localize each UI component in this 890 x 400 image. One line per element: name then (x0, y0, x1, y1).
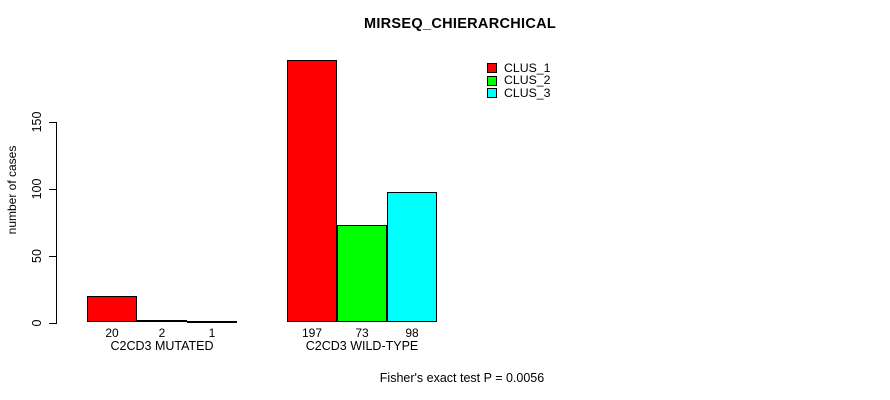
y-tick-mark (49, 322, 56, 324)
bar-clus_3-1 (187, 320, 237, 323)
legend-swatch-clus_3 (487, 87, 497, 98)
y-tick-mark (49, 189, 56, 190)
legend: CLUS_1 CLUS_2 CLUS_3 (487, 62, 550, 99)
y-tick-label: 100 (30, 178, 44, 200)
y-tick-label: 50 (30, 248, 44, 263)
legend-label: CLUS_1 (504, 61, 551, 75)
y-tick-label: 0 (30, 319, 44, 326)
bar-clus_2-2 (337, 225, 387, 323)
bar-clus_1-1 (87, 295, 137, 323)
legend-label: CLUS_3 (504, 85, 551, 100)
bar-value-label: 20 (105, 326, 119, 340)
y-tick-mark (49, 122, 56, 124)
bar-value-label: 197 (301, 326, 323, 340)
y-axis-line (56, 122, 57, 324)
legend-swatch-clus_1 (487, 63, 497, 74)
stats-annotation: Fisher's exact test P = 0.0056 (379, 371, 545, 385)
bar-clus_2-1 (137, 319, 187, 323)
legend-item: CLUS_2 (487, 73, 551, 88)
y-axis-label: number of cases (5, 145, 19, 235)
legend-item: CLUS_1 (487, 62, 550, 74)
legend-item: CLUS_3 (487, 85, 551, 100)
bar-value-label: 98 (405, 326, 419, 340)
bar-clus_3-2 (387, 191, 437, 323)
legend-swatch-clus_2 (487, 75, 497, 86)
chart-title: MIRSEQ_CHIERARCHICAL (363, 16, 557, 32)
bar-value-label: 73 (355, 326, 369, 340)
category-label: C2CD3 MUTATED (110, 339, 214, 353)
y-tick-mark (49, 255, 56, 257)
bar-value-label: 1 (208, 326, 216, 340)
bar-clus_1-2 (287, 59, 337, 323)
category-label: C2CD3 WILD-TYPE (305, 339, 419, 353)
y-tick-label: 150 (30, 111, 44, 133)
legend-label: CLUS_2 (504, 73, 551, 88)
bar-value-label: 2 (158, 326, 166, 340)
